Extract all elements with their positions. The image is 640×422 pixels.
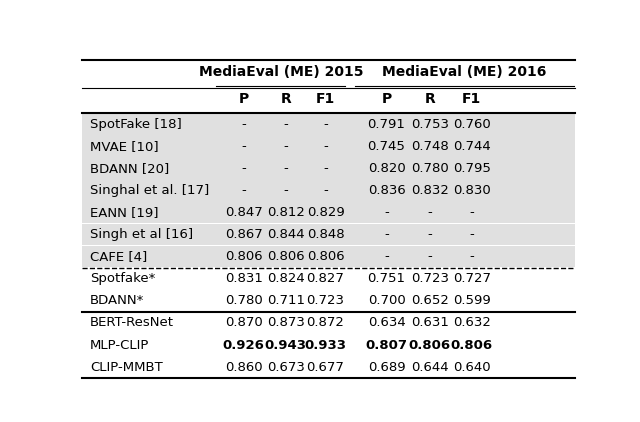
Text: 0.933: 0.933 xyxy=(305,338,346,352)
Text: 0.812: 0.812 xyxy=(267,206,305,219)
Text: 0.872: 0.872 xyxy=(307,316,344,330)
Text: 0.847: 0.847 xyxy=(225,206,262,219)
Text: 0.844: 0.844 xyxy=(267,228,305,241)
Text: -: - xyxy=(384,206,389,219)
Text: -: - xyxy=(284,184,288,197)
Text: MVAE [10]: MVAE [10] xyxy=(90,140,159,153)
Text: -: - xyxy=(323,162,328,175)
Text: R: R xyxy=(424,92,435,106)
Text: MediaEval (ME) 2015: MediaEval (ME) 2015 xyxy=(198,65,363,79)
Text: Singh et al [16]: Singh et al [16] xyxy=(90,228,193,241)
Text: 0.806: 0.806 xyxy=(225,250,262,263)
Text: 0.806: 0.806 xyxy=(307,250,344,263)
Text: 0.599: 0.599 xyxy=(453,294,491,307)
Text: 0.748: 0.748 xyxy=(411,140,449,153)
Text: -: - xyxy=(284,118,288,130)
Text: 0.870: 0.870 xyxy=(225,316,262,330)
Text: 0.760: 0.760 xyxy=(453,118,491,130)
Text: BERT-ResNet: BERT-ResNet xyxy=(90,316,174,330)
Text: 0.727: 0.727 xyxy=(453,272,491,285)
Text: 0.848: 0.848 xyxy=(307,228,344,241)
Text: 0.836: 0.836 xyxy=(367,184,405,197)
Text: -: - xyxy=(241,118,246,130)
Text: -: - xyxy=(470,228,474,241)
Text: -: - xyxy=(241,140,246,153)
Bar xyxy=(83,179,575,201)
Text: Singhal et al. [17]: Singhal et al. [17] xyxy=(90,184,209,197)
Text: P: P xyxy=(381,92,392,106)
Text: 0.806: 0.806 xyxy=(267,250,305,263)
Text: 0.723: 0.723 xyxy=(307,294,344,307)
Text: -: - xyxy=(384,228,389,241)
Text: 0.824: 0.824 xyxy=(267,272,305,285)
Text: 0.711: 0.711 xyxy=(267,294,305,307)
Text: -: - xyxy=(284,162,288,175)
Text: 0.640: 0.640 xyxy=(453,361,491,373)
Text: BDANN [20]: BDANN [20] xyxy=(90,162,169,175)
Text: 0.632: 0.632 xyxy=(453,316,491,330)
Text: 0.780: 0.780 xyxy=(225,294,262,307)
Text: MLP-CLIP: MLP-CLIP xyxy=(90,338,149,352)
Bar xyxy=(83,224,575,245)
Text: R: R xyxy=(280,92,291,106)
Text: 0.943: 0.943 xyxy=(265,338,307,352)
Text: 0.831: 0.831 xyxy=(225,272,262,285)
Text: 0.745: 0.745 xyxy=(367,140,406,153)
Bar xyxy=(83,135,575,157)
Text: -: - xyxy=(470,206,474,219)
Text: 0.820: 0.820 xyxy=(367,162,405,175)
Text: 0.829: 0.829 xyxy=(307,206,344,219)
Text: 0.644: 0.644 xyxy=(411,361,449,373)
Bar xyxy=(83,157,575,179)
Text: 0.673: 0.673 xyxy=(267,361,305,373)
Text: F1: F1 xyxy=(462,92,481,106)
Text: 0.780: 0.780 xyxy=(411,162,449,175)
Text: -: - xyxy=(323,118,328,130)
Text: -: - xyxy=(323,140,328,153)
Text: 0.753: 0.753 xyxy=(411,118,449,130)
Text: 0.751: 0.751 xyxy=(367,272,406,285)
Text: 0.634: 0.634 xyxy=(367,316,405,330)
Text: 0.791: 0.791 xyxy=(367,118,406,130)
Text: 0.873: 0.873 xyxy=(267,316,305,330)
Bar xyxy=(83,113,575,135)
Text: CAFE [4]: CAFE [4] xyxy=(90,250,147,263)
Text: CLIP-MMBT: CLIP-MMBT xyxy=(90,361,163,373)
Text: P: P xyxy=(239,92,249,106)
Text: 0.867: 0.867 xyxy=(225,228,262,241)
Text: -: - xyxy=(241,162,246,175)
Text: 0.700: 0.700 xyxy=(367,294,405,307)
Text: F1: F1 xyxy=(316,92,335,106)
Text: 0.806: 0.806 xyxy=(408,338,451,352)
Text: 0.807: 0.807 xyxy=(365,338,408,352)
Text: 0.689: 0.689 xyxy=(368,361,405,373)
Text: BDANN*: BDANN* xyxy=(90,294,144,307)
Text: Spotfake*: Spotfake* xyxy=(90,272,156,285)
Text: -: - xyxy=(323,184,328,197)
Text: EANN [19]: EANN [19] xyxy=(90,206,159,219)
Text: 0.926: 0.926 xyxy=(223,338,264,352)
Text: 0.723: 0.723 xyxy=(411,272,449,285)
Text: 0.860: 0.860 xyxy=(225,361,262,373)
Text: -: - xyxy=(470,250,474,263)
Text: 0.631: 0.631 xyxy=(411,316,449,330)
Bar xyxy=(83,201,575,223)
Text: 0.830: 0.830 xyxy=(453,184,491,197)
Text: SpotFake [18]: SpotFake [18] xyxy=(90,118,182,130)
Text: -: - xyxy=(284,140,288,153)
Text: -: - xyxy=(384,250,389,263)
Text: 0.652: 0.652 xyxy=(411,294,449,307)
Text: -: - xyxy=(428,250,432,263)
Text: -: - xyxy=(241,184,246,197)
Text: -: - xyxy=(428,206,432,219)
Text: MediaEval (ME) 2016: MediaEval (ME) 2016 xyxy=(382,65,547,79)
Text: -: - xyxy=(428,228,432,241)
Text: 0.827: 0.827 xyxy=(307,272,344,285)
Text: 0.806: 0.806 xyxy=(451,338,493,352)
Bar xyxy=(83,246,575,268)
Text: 0.677: 0.677 xyxy=(307,361,344,373)
Text: 0.744: 0.744 xyxy=(453,140,491,153)
Text: 0.832: 0.832 xyxy=(411,184,449,197)
Text: 0.795: 0.795 xyxy=(453,162,491,175)
